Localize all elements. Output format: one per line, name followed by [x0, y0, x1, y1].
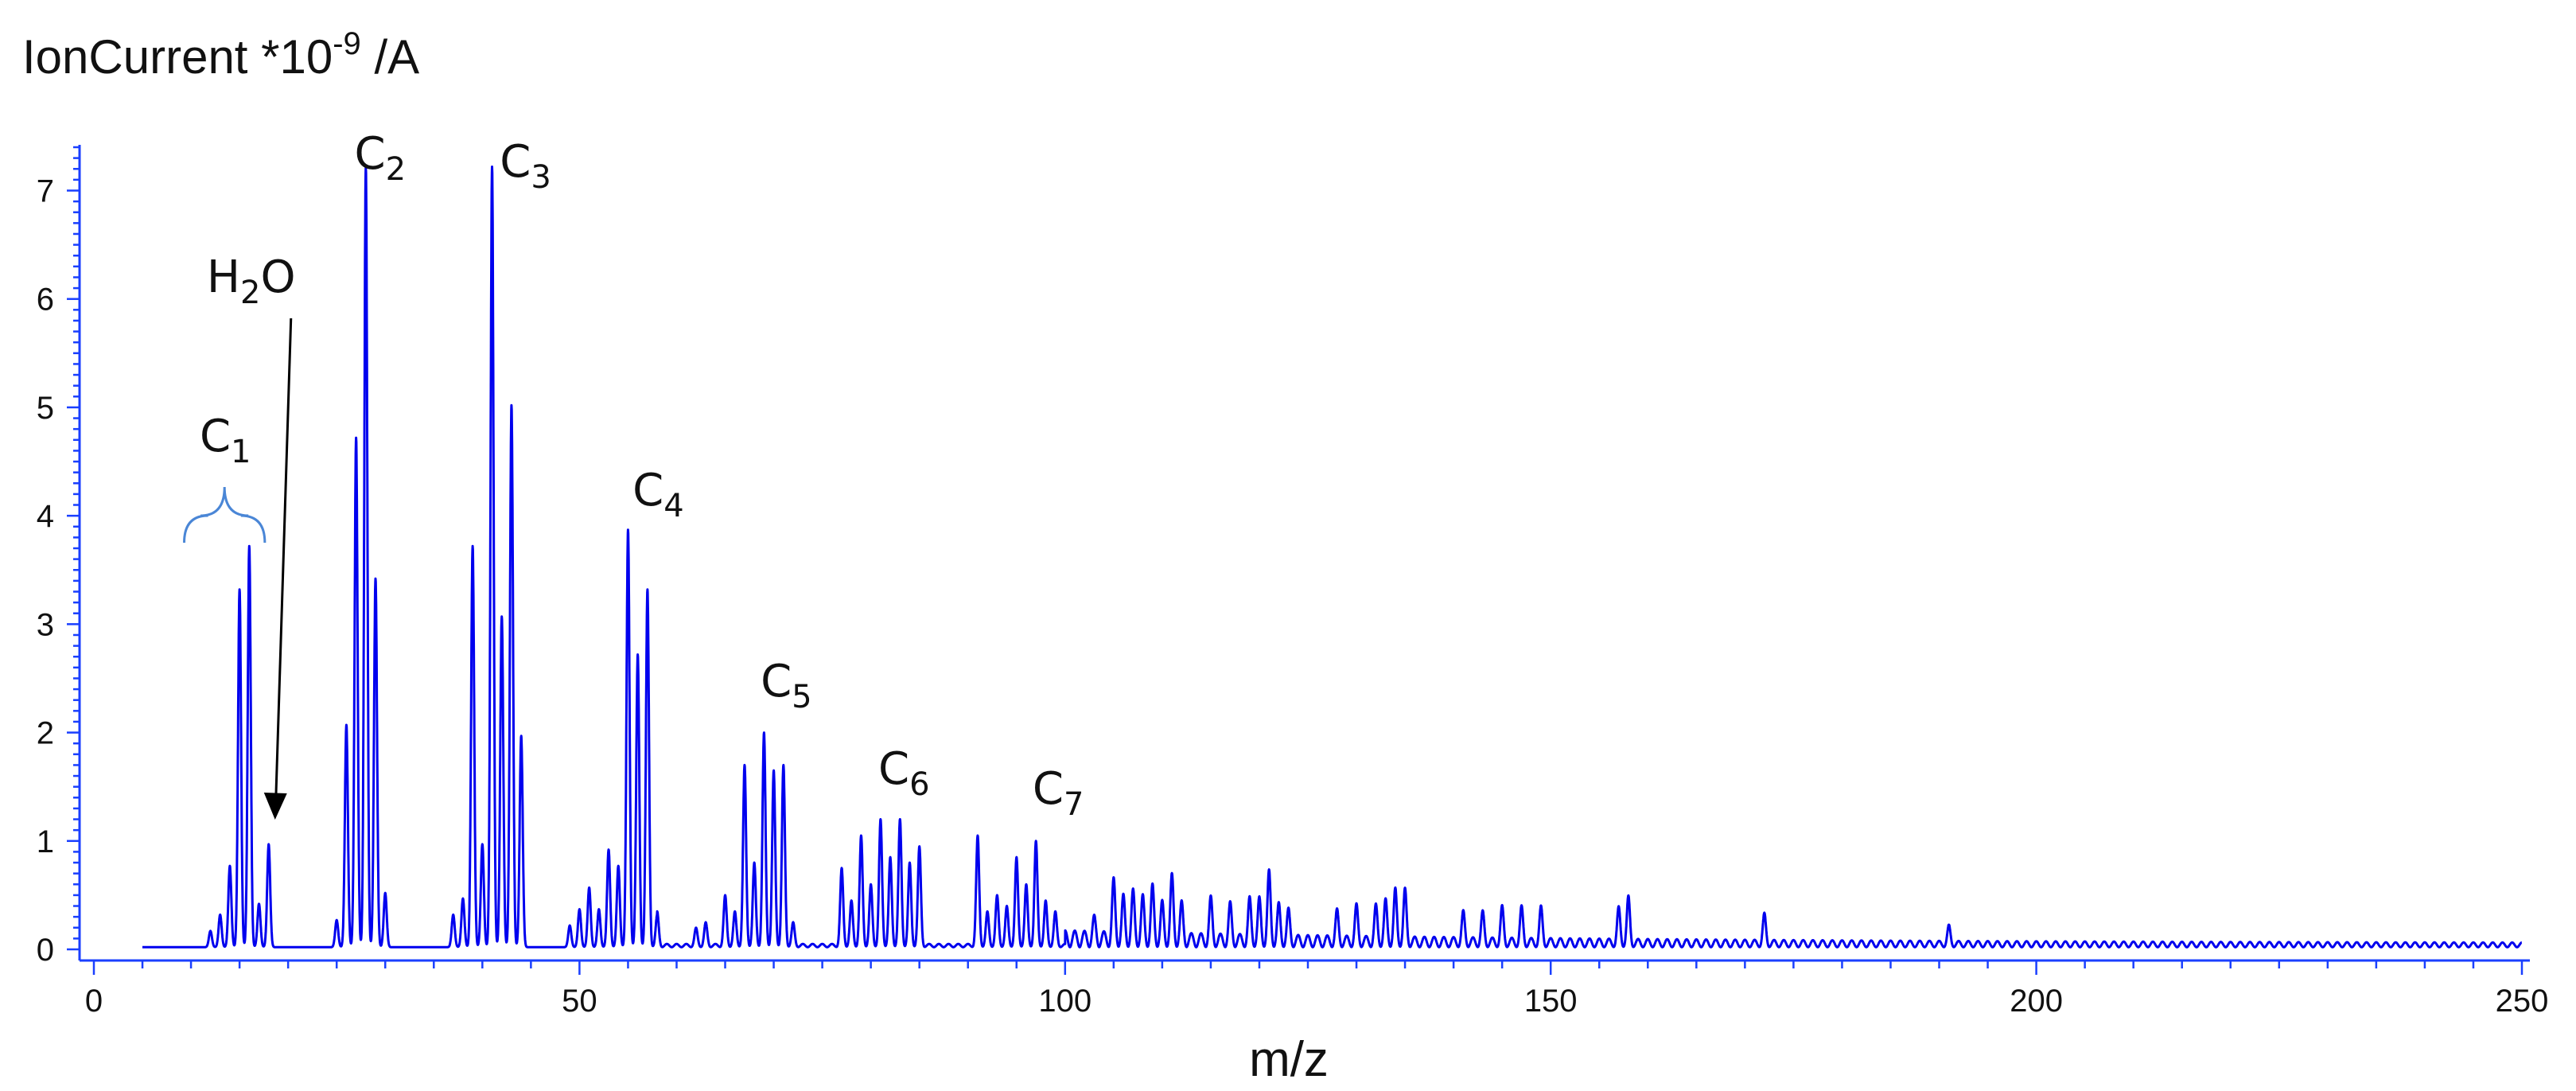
spectrum-series	[141, 166, 2523, 949]
c1-group-brace	[183, 486, 267, 544]
h2o-arrow-head	[263, 793, 287, 820]
y-axis-label-unit: /A	[361, 30, 419, 84]
x-axis-label: m/z	[1249, 1032, 1329, 1087]
y-axis-label-base: IonCurrent *10	[22, 30, 333, 84]
annotation-c3: C3	[500, 136, 551, 196]
y-tick-label: 5	[37, 391, 54, 426]
x-tick-label: 250	[2496, 984, 2549, 1019]
peak-annotations: C1 C2 C3 C4 C5 C6 C7 H2O	[183, 128, 1084, 823]
annotation-c1: C1	[200, 411, 251, 470]
y-tick-label: 2	[37, 716, 54, 751]
x-tick-label: 150	[1524, 984, 1578, 1019]
y-tick-label: 0	[37, 933, 54, 968]
annotation-c4: C4	[632, 465, 684, 524]
y-tick-label: 1	[37, 824, 54, 859]
y-axis-label-exponent: -9	[333, 26, 361, 61]
axes: 0 50 100 150 200 250 0 1 2 3 4 5 6 7	[37, 145, 2549, 1019]
h2o-arrow-shaft	[274, 318, 293, 801]
y-axis-label: IonCurrent *10-9 /A	[22, 26, 419, 84]
y-tick-label: 6	[37, 282, 54, 318]
x-tick-label: 0	[85, 984, 103, 1019]
annotation-c7: C7	[1033, 763, 1084, 823]
y-tick-label: 7	[37, 173, 54, 208]
annotation-c5: C5	[761, 656, 812, 715]
y-tick-label: 3	[37, 607, 54, 642]
annotation-c2: C2	[355, 128, 407, 188]
x-tick-label: 100	[1038, 984, 1091, 1019]
spectrum-line	[141, 166, 2523, 949]
annotation-h2o: H2O	[207, 251, 296, 311]
annotation-c6: C6	[878, 743, 930, 803]
x-tick-label: 200	[2010, 984, 2063, 1019]
y-tick-label: 4	[37, 499, 54, 534]
x-tick-label: 50	[562, 984, 597, 1019]
